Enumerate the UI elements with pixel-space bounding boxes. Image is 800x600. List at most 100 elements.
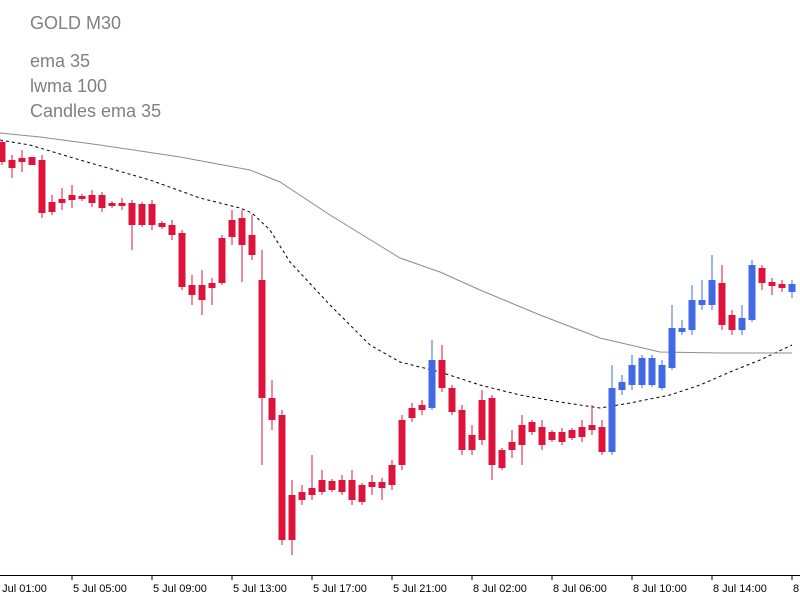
candle-body — [598, 427, 606, 452]
candle-body — [488, 398, 496, 465]
candle-body — [378, 482, 386, 488]
candle-body — [498, 450, 506, 468]
candle-body — [558, 432, 566, 442]
candle-body — [338, 480, 346, 492]
candle-body — [188, 285, 196, 295]
candle-body — [388, 465, 396, 485]
candle-body — [688, 300, 696, 330]
candle-body — [18, 158, 26, 162]
candle-body — [68, 195, 76, 200]
x-tick-label: 8 — [793, 583, 799, 595]
candle-body — [648, 358, 656, 385]
x-tick-label: 5 Jul 09:00 — [153, 583, 207, 595]
candle-body — [288, 495, 296, 540]
candle-body — [448, 388, 456, 412]
candle-body — [28, 157, 36, 165]
x-tick-label: 5 Jul 17:00 — [313, 583, 367, 595]
candle-body — [168, 225, 176, 235]
chart-title: GOLD M30 — [30, 13, 121, 33]
candle-body — [218, 238, 226, 283]
candle-body — [298, 492, 306, 500]
candle-body — [618, 382, 626, 390]
candle-body — [568, 430, 576, 438]
candle-body — [528, 422, 536, 432]
candle-body — [768, 282, 776, 286]
candle-body — [78, 196, 86, 199]
candle-body — [678, 328, 686, 332]
candle-body — [0, 142, 6, 162]
candle-body — [208, 283, 216, 288]
candle-body — [358, 485, 366, 502]
candle-body — [58, 199, 66, 203]
candle-body — [278, 415, 286, 540]
x-tick-label: 8 Jul 14:00 — [713, 583, 767, 595]
candle-body — [88, 195, 96, 203]
candle-body — [778, 284, 786, 288]
candle-body — [108, 203, 116, 206]
x-tick-label: 8 Jul 02:00 — [473, 583, 527, 595]
candle-body — [708, 280, 716, 305]
candle-body — [48, 202, 56, 212]
candle-body — [548, 432, 556, 440]
candle-body — [578, 427, 586, 437]
x-tick-label: 8 Jul 10:00 — [633, 583, 687, 595]
indicator-line — [0, 132, 792, 354]
candle-body — [518, 425, 526, 445]
candle-body — [268, 398, 276, 420]
candle-body — [478, 400, 486, 440]
candle-body — [758, 268, 766, 283]
candle-body — [418, 405, 426, 410]
candle-body — [638, 358, 646, 385]
legend-entry: ema 35 — [30, 51, 90, 71]
candle-body — [658, 365, 666, 388]
candle-body — [748, 265, 756, 320]
indicator-line — [0, 139, 793, 409]
candle-body — [468, 435, 476, 450]
candle-body — [238, 218, 246, 245]
x-tick-label: 5 Jul 01:00 — [0, 583, 47, 595]
candle-body — [258, 280, 266, 398]
candle-body — [158, 223, 166, 227]
candle-body — [508, 442, 516, 450]
candle-body — [538, 427, 546, 445]
candle-body — [368, 482, 376, 487]
candle-body — [588, 425, 596, 430]
candle-body — [138, 204, 146, 225]
candle-body — [668, 328, 676, 368]
legend-entry: Candles ema 35 — [30, 101, 161, 121]
candle-body — [788, 284, 796, 292]
candle-body — [628, 365, 636, 385]
candle-body — [698, 300, 706, 305]
legend-entry: lwma 100 — [30, 76, 107, 96]
candle-body — [308, 488, 316, 495]
candle-body — [248, 235, 256, 255]
candle-body — [398, 420, 406, 465]
x-tick-label: 5 Jul 13:00 — [233, 583, 287, 595]
candle-body — [228, 220, 236, 237]
candle-body — [38, 160, 46, 213]
candle-body — [738, 318, 746, 330]
candle-body — [408, 408, 416, 418]
candle-body — [718, 283, 726, 325]
candle-body — [458, 410, 466, 450]
x-tick-label: 5 Jul 21:00 — [393, 583, 447, 595]
candle-body — [148, 204, 156, 225]
candle-body — [8, 160, 16, 168]
x-tick-label: 8 Jul 06:00 — [553, 583, 607, 595]
candle-body — [128, 203, 136, 225]
candle-body — [328, 481, 336, 490]
x-tick-label: 5 Jul 05:00 — [73, 583, 127, 595]
candle-body — [608, 388, 616, 452]
candle-body — [428, 360, 436, 408]
candle-body — [178, 233, 186, 287]
candle-body — [438, 360, 446, 388]
candle-body — [98, 195, 106, 208]
candle-body — [348, 480, 356, 500]
candle-body — [198, 285, 206, 300]
candle-body — [318, 480, 326, 492]
candle-body — [728, 315, 736, 330]
candle-body — [118, 203, 126, 206]
